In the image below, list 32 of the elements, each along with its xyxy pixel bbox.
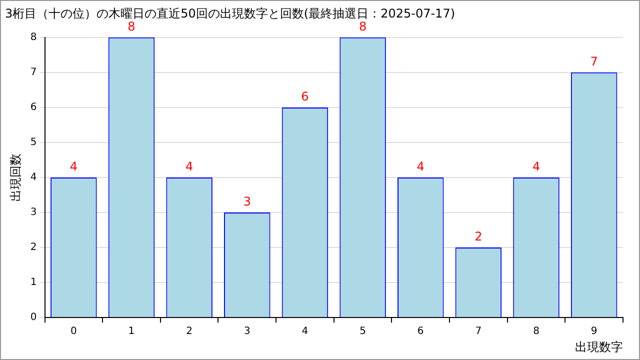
x-tick-label: 5 [360, 326, 366, 338]
y-tick-label: 4 [30, 172, 37, 184]
x-tick-label: 4 [302, 326, 308, 338]
y-tick-label: 6 [30, 102, 37, 114]
x-tick-label: 7 [475, 326, 482, 338]
x-axis-title: 出現数字 [575, 340, 623, 354]
y-tick-label: 1 [30, 277, 37, 288]
x-tick-label: 6 [417, 326, 424, 338]
data-label: 7 [590, 54, 598, 69]
data-label: 6 [301, 90, 309, 104]
data-label: 2 [474, 230, 482, 244]
y-tick-label: 0 [30, 312, 37, 324]
x-tick-label: 0 [70, 326, 77, 338]
x-tick-label: 2 [186, 326, 193, 338]
data-label: 4 [70, 160, 78, 174]
x-tick-label: 8 [533, 326, 540, 338]
x-tick-label: 1 [128, 326, 135, 338]
data-label: 3 [243, 194, 251, 209]
data-label: 8 [358, 20, 367, 34]
x-tick-label: 9 [590, 326, 598, 338]
data-label: 4 [532, 160, 540, 174]
y-tick-label: 5 [30, 137, 37, 148]
y-tick-label: 7 [30, 67, 37, 78]
y-axis-title: 出現回数 [8, 154, 22, 202]
y-tick-label: 2 [30, 242, 37, 254]
chart-title: 3桁目（十の位）の木曜日の直近50回の出現数字と回数(最終抽選日：2025-07-17) [5, 6, 456, 20]
y-tick-label: 8 [30, 32, 37, 43]
x-tick-label: 3 [244, 326, 250, 338]
data-label: 8 [128, 20, 136, 34]
data-label: 4 [186, 160, 194, 174]
data-label: 4 [416, 160, 424, 174]
y-tick-label: 3 [30, 207, 37, 218]
